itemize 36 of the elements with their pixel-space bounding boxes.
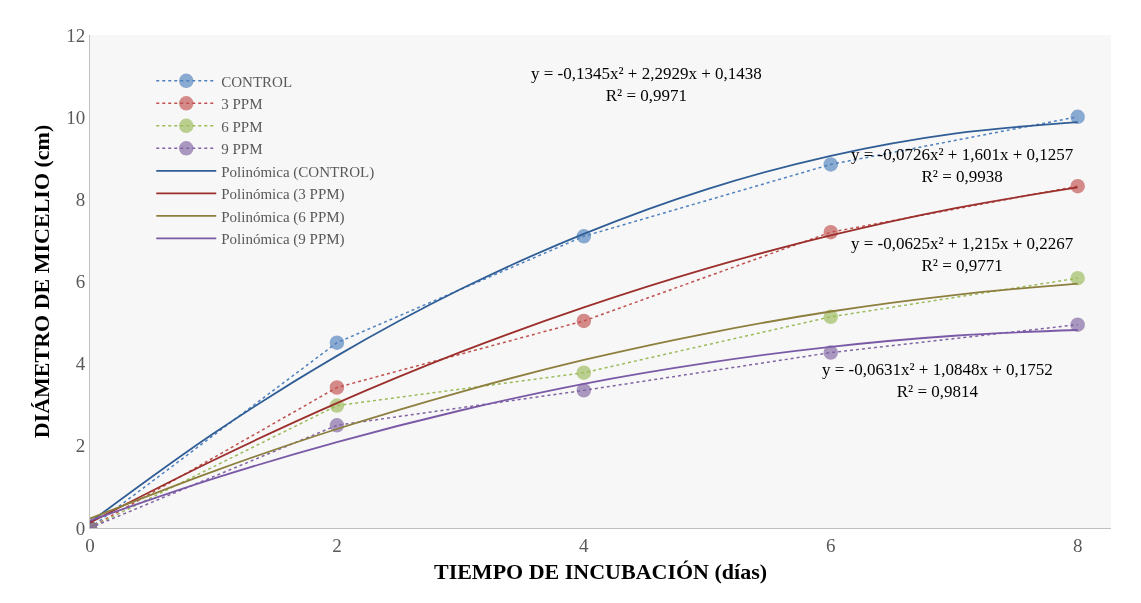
x-tick-label: 8 bbox=[1072, 534, 1083, 556]
point bbox=[576, 365, 592, 380]
legend-label: Polinómica (CONTROL) bbox=[221, 163, 375, 181]
point bbox=[576, 383, 592, 398]
legend-label: CONTROL bbox=[221, 73, 293, 90]
y-tick-label: 0 bbox=[75, 517, 86, 539]
point bbox=[823, 157, 838, 172]
y-tick-label: 6 bbox=[75, 271, 86, 293]
point bbox=[1070, 270, 1085, 286]
point bbox=[329, 335, 345, 350]
legend-label: 3 PPM bbox=[221, 96, 263, 113]
x-tick-label: 2 bbox=[332, 534, 342, 556]
point bbox=[1070, 109, 1085, 124]
annotation: y = -0,0726x² + 1,601x + 0,1257 R² = 0,9938 bbox=[851, 145, 1074, 187]
x-tick-label: 6 bbox=[826, 534, 836, 556]
y-tick-label: 10 bbox=[66, 106, 86, 128]
annotation: y = -0,0631x² + 1,0848x + 0,1752 R² = 0,9814 bbox=[822, 360, 1053, 402]
legend-label: 6 PPM bbox=[221, 118, 263, 135]
y-tick-label: 12 bbox=[66, 24, 86, 46]
annotation: y = -0,1345x² + 2,2929x + 0,1438 R² = 0,9971 bbox=[531, 64, 762, 106]
legend-label: 9 PPM bbox=[221, 141, 263, 158]
point bbox=[576, 313, 592, 329]
point bbox=[1070, 317, 1085, 332]
legend-label: Polinómica (6 PPM) bbox=[221, 208, 345, 226]
point bbox=[823, 345, 838, 360]
x-tick-label: 4 bbox=[579, 534, 590, 556]
y-axis-title: DIÁMETRO DE MICELIO (cm) bbox=[29, 124, 54, 439]
x-axis-title: TIEMPO DE INCUBACIÓN (días) bbox=[433, 558, 768, 584]
legend-label: Polinómica (3 PPM) bbox=[221, 186, 345, 204]
y-tick-label: 4 bbox=[75, 353, 86, 375]
point bbox=[1070, 178, 1085, 194]
annotation: y = -0,0625x² + 1,215x + 0,2267 R² = 0,9771 bbox=[851, 234, 1074, 276]
legend-label: Polinómica (9 PPM) bbox=[221, 231, 345, 249]
y-tick-label: 8 bbox=[75, 188, 86, 210]
point bbox=[329, 380, 345, 395]
y-tick-label: 2 bbox=[75, 435, 86, 457]
